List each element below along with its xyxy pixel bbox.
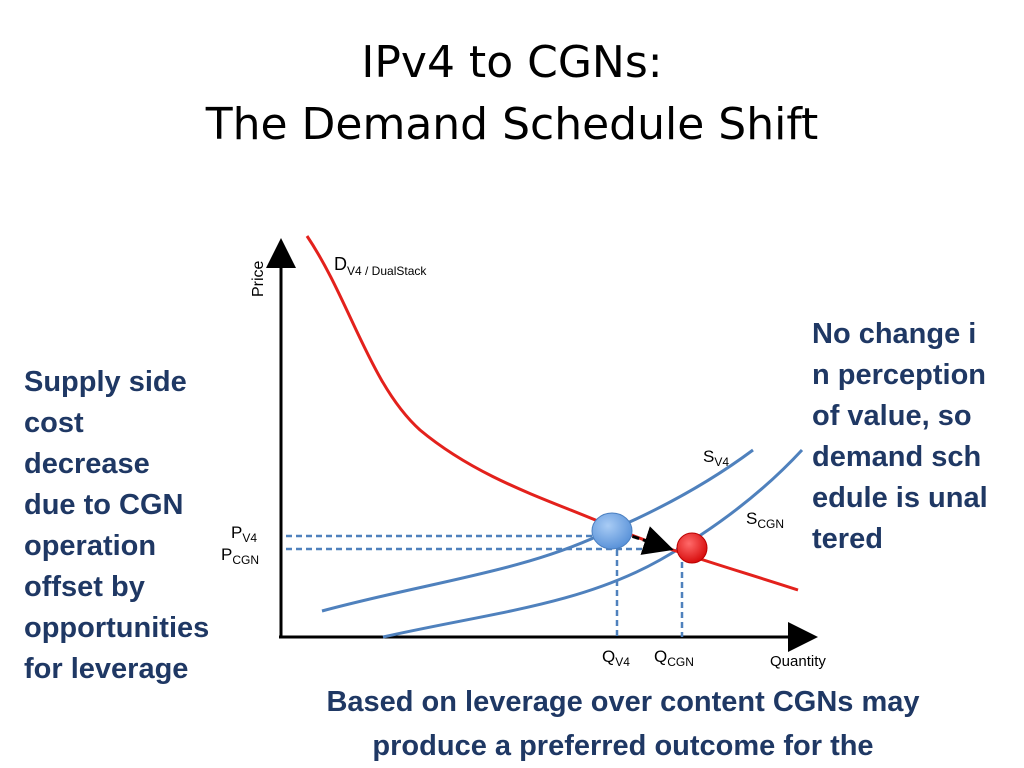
x-axis-label: Quantity (770, 653, 826, 670)
demand-label-main: D (334, 254, 347, 274)
price-v4-label: PV4 (231, 523, 257, 545)
price-cgn-main: P (221, 545, 232, 564)
qty-cgn-sub: CGN (667, 655, 694, 669)
supply-cgn-main: S (746, 509, 757, 528)
right-note: No change in perception of value, so dem… (812, 318, 988, 555)
qty-cgn-label: QCGN (654, 647, 694, 669)
demand-label-sub: V4 / DualStack (347, 264, 427, 278)
qty-v4-label: QV4 (602, 647, 630, 669)
title-line-1: IPv4 to CGNs: (361, 37, 663, 88)
slide-title: IPv4 to CGNs: The Demand Schedule Shift (0, 32, 1024, 156)
supply-v4-main: S (703, 447, 714, 466)
price-v4-main: P (231, 523, 242, 542)
qty-cgn-main: Q (654, 647, 667, 666)
price-cgn-label: PCGN (221, 545, 259, 567)
price-v4-sub: V4 (242, 531, 257, 545)
qty-v4-main: Q (602, 647, 615, 666)
supply-cgn-label: SCGN (746, 509, 784, 531)
title-line-2: The Demand Schedule Shift (205, 99, 819, 150)
price-cgn-sub: CGN (232, 553, 259, 567)
supply-cgn-sub: CGN (757, 517, 784, 531)
y-axis-label: Price (250, 260, 267, 297)
supply-cgn-curve (382, 448, 804, 639)
left-note: Supply side cost decrease due to CGN ope… (24, 366, 210, 685)
demand-label: DV4 / DualStack (334, 254, 427, 278)
shift-arrow (621, 526, 674, 555)
bottom-note: Based on leverage over content CGNs may … (326, 686, 920, 762)
qty-v4-sub: V4 (615, 655, 630, 669)
supply-v4-label: SV4 (703, 447, 729, 469)
equilibrium-cgn-point (676, 532, 708, 564)
equilibrium-v4-point (591, 512, 633, 550)
supply-v4-sub: V4 (714, 455, 729, 469)
supply-v4-curve (321, 448, 754, 613)
